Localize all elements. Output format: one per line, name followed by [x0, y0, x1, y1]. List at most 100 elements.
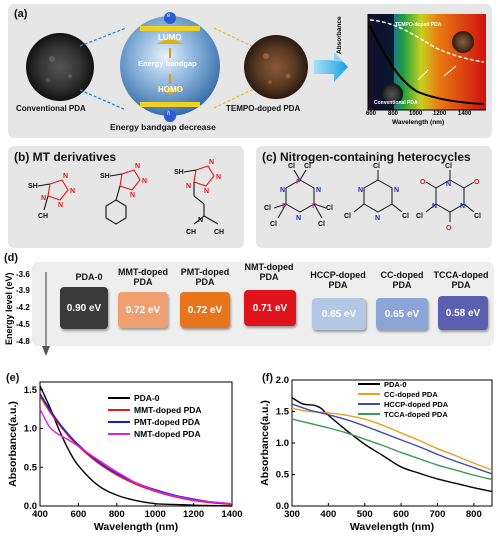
series-line-nmt-doped-pda: [39, 408, 233, 505]
bandgap-value-4: 0.65 eV: [321, 308, 357, 320]
bandgap-name-6: TCCA-doped PDA: [433, 270, 489, 290]
legend-entry: PDA-0: [134, 393, 160, 403]
panel-b-label: (b): [14, 150, 30, 164]
panel-c-label: (c): [262, 150, 277, 164]
bandgap-box-5: 0.65 eV: [376, 298, 428, 330]
svg-text:N: N: [130, 192, 135, 199]
bandgap-box-4: 0.65 eV: [312, 298, 366, 330]
inset-tempo-label: TEMPO-doped PDA: [395, 22, 442, 28]
plot-frame: [39, 381, 233, 507]
svg-text:N: N: [204, 188, 209, 195]
bandgap-value-6: 0.58 eV: [445, 307, 481, 319]
svg-text:Cl: Cl: [270, 221, 277, 228]
svg-text:CH: CH: [214, 229, 224, 236]
svg-text:Cl: Cl: [326, 205, 333, 212]
x-tick-label: 600: [70, 509, 86, 520]
svg-text:N: N: [70, 188, 75, 195]
bandgap-box-6: 0.58 eV: [438, 296, 488, 330]
panel-a-label: (a): [14, 8, 28, 20]
legend-entry: PMT-doped PDA: [134, 417, 200, 427]
svg-text:N: N: [460, 203, 465, 210]
panel-d-label: (d): [4, 252, 19, 264]
y-tick-label: 2.0: [276, 375, 289, 386]
x-tick-label: 400: [320, 509, 336, 520]
svg-text:N: N: [63, 173, 68, 180]
legend-entry: PDA-0: [384, 380, 407, 389]
y-tick-label: 1.5: [276, 407, 290, 418]
svg-text:N: N: [209, 159, 214, 166]
panel-a-illustration: [26, 12, 486, 122]
inset-ylabel: Absorbance: [336, 16, 343, 54]
panel-b-title: (b) MT derivatives: [14, 150, 116, 164]
heterocycle-structures: Cl Cl Cl Cl Cl Cl N N N P P P Cl Cl Cl N N N Cl…: [264, 163, 481, 232]
svg-text:N: N: [216, 174, 221, 181]
mt-derivatives-structures: SH SH SH NN NN NN N NN NN CHN CH CH: [28, 159, 224, 236]
series-line-pda-0: [39, 385, 233, 507]
bandgap-box-0: 0.90 eV: [60, 287, 108, 329]
x-tick-label: 800: [466, 509, 482, 520]
svg-text:N: N: [316, 187, 321, 194]
bandgap-name-2: PMT-doped PDA: [180, 267, 230, 287]
bandgap-sphere: [120, 16, 220, 116]
bandgap-name-5: CC-doped PDA: [380, 270, 424, 290]
ytick-1: -3.6: [16, 270, 30, 279]
x-tick-label: 400: [32, 509, 48, 520]
panel-b-text: MT derivatives: [32, 150, 117, 164]
svg-text:Cl: Cl: [304, 163, 311, 170]
bandgap-value-2: 0.72 eV: [187, 304, 223, 316]
series-line-pmt-doped-pda: [39, 393, 233, 505]
x-tick-label: 500: [357, 509, 373, 520]
svg-text:O: O: [446, 225, 452, 232]
conventional-pda-particle: [26, 33, 94, 101]
y-axis-label: Absorbance(a.u.): [7, 401, 19, 487]
y-tick-label: 0.0: [24, 501, 37, 512]
y-tick-label: 0.0: [276, 501, 289, 512]
svg-text:N: N: [135, 163, 140, 170]
panel-d-ylabel: Energy level (eV): [4, 272, 14, 345]
svg-text:O: O: [474, 179, 480, 186]
electron-label: e: [167, 13, 171, 19]
panel-c-text: Nitrogen-containing heterocycles: [280, 150, 471, 164]
hole-label: h: [167, 111, 171, 117]
bandgap-value-1: 0.72 eV: [125, 304, 161, 316]
bandgap-name-4: HCCP-doped PDA: [310, 270, 366, 290]
bandgap-box-3: 0.71 eV: [244, 290, 296, 326]
bandgap-box-2: 0.72 eV: [180, 292, 230, 328]
y-axis-label: Absorbance(a.u.): [259, 400, 271, 486]
svg-text:N: N: [41, 195, 46, 202]
svg-text:CH: CH: [186, 229, 196, 236]
bandgap-value-3: 0.71 eV: [252, 302, 288, 314]
energy-gap-label: Energy bandgap: [138, 59, 197, 68]
legend-entry: TCCA-doped PDA: [384, 410, 448, 419]
svg-text:Cl: Cl: [402, 213, 409, 220]
inset-xlabel: Wavelength (nm): [392, 119, 445, 126]
svg-text:P: P: [296, 179, 301, 186]
lumo-label: LUMO: [158, 33, 182, 42]
inset-tick-1: 600: [366, 111, 377, 117]
x-axis-label: Wavelength (nm): [350, 521, 434, 533]
bandgap-name-1: MMT-doped PDA: [118, 267, 168, 287]
hole-icon: [164, 110, 176, 122]
electron-icon: [164, 12, 176, 24]
y-tick-label: 1.5: [24, 385, 38, 396]
y-tick-label: 0.5: [276, 470, 290, 481]
x-tick-label: 700: [430, 509, 446, 520]
svg-text:N: N: [58, 202, 63, 209]
bandgap-name-3: NMT-doped PDA: [244, 262, 294, 282]
ytick-2: -3.9: [16, 286, 30, 295]
svg-text:Cl: Cl: [288, 163, 295, 170]
x-tick-label: 800: [109, 509, 125, 520]
series-line-mmt-doped-pda: [39, 395, 233, 506]
homo-label: HOMO: [158, 85, 183, 94]
series-line-tcca-doped-pda: [291, 418, 493, 481]
svg-text:N: N: [375, 215, 380, 222]
svg-text:N: N: [446, 181, 451, 188]
energy-axis: [42, 272, 50, 356]
svg-text:Cl: Cl: [445, 163, 452, 170]
svg-text:N: N: [142, 178, 147, 185]
bandgap-name-0: PDA-0: [75, 272, 103, 282]
tempo-pda-particle: [244, 35, 308, 99]
series-line-hccp-doped-pda: [291, 403, 493, 475]
inset-tick-4: 1200: [433, 111, 447, 117]
x-axis-label: Wavelength (nm): [94, 521, 178, 533]
